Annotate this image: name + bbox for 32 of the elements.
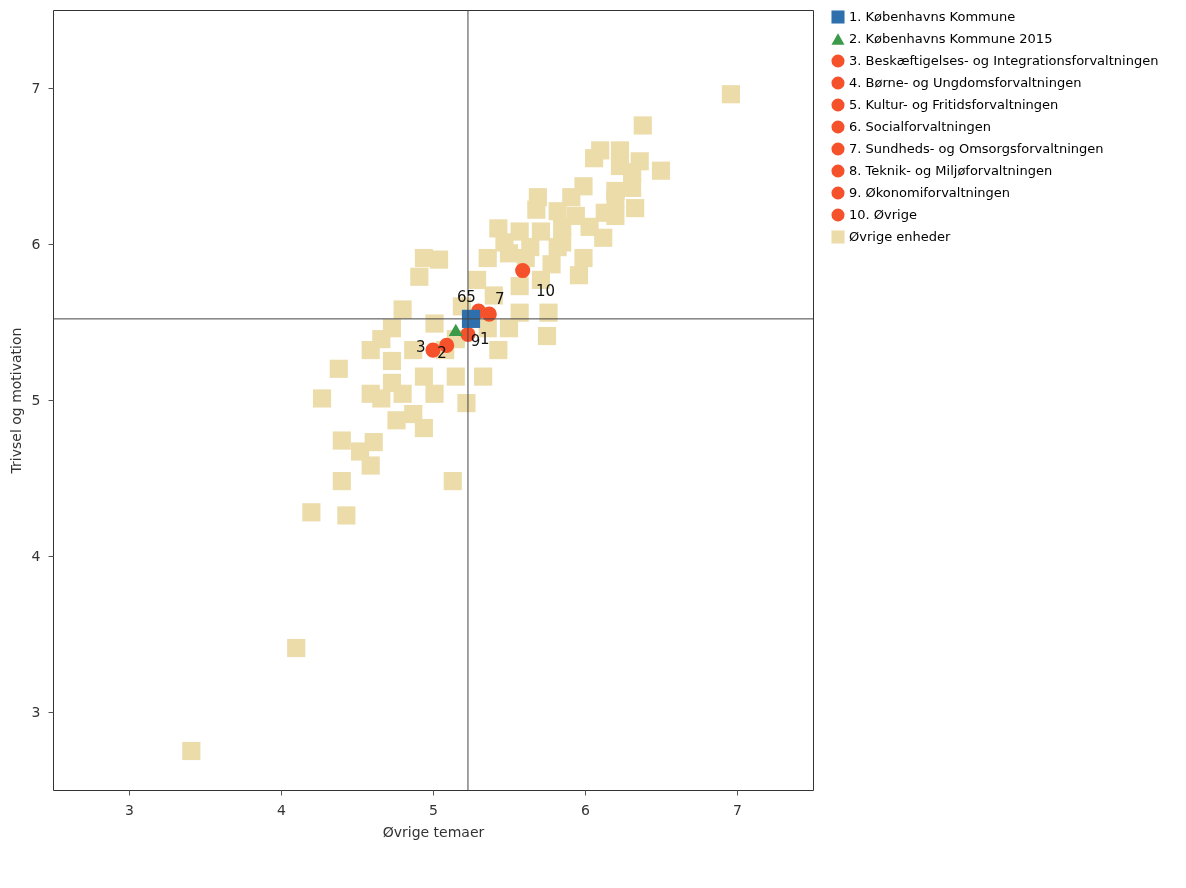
x-tick-label: 7: [733, 801, 742, 818]
x-tick-label: 5: [429, 801, 438, 818]
x-tick-label: 6: [581, 801, 591, 818]
y-tick-label: 7: [31, 79, 41, 96]
legend-label: 7. Sundheds- og Omsorgsforvaltningen: [849, 141, 1104, 156]
legend-label: 9. Økonomiforvaltningen: [849, 185, 1011, 200]
y-tick-label: 4: [31, 547, 41, 564]
legend-label: 4. Børne- og Ungdomsforvaltningen: [849, 75, 1082, 90]
legend-label: 3. Beskæftigelses- og Integrationsforvaltningen: [849, 53, 1159, 68]
annotation: 6: [457, 288, 467, 307]
legend-label: 8. Teknik- og Miljøforvaltningen: [849, 163, 1053, 178]
annotation: 5: [466, 288, 476, 307]
x-axis-title: Øvrige temaer: [382, 823, 485, 840]
x-tick-label: 4: [277, 801, 287, 818]
annotation: 1: [479, 330, 490, 349]
legend-label: 6. Socialforvaltningen: [849, 119, 991, 134]
annotation: 7: [495, 289, 505, 308]
annotation: 3: [416, 337, 426, 356]
annotation: 9: [470, 331, 481, 350]
y-axis-title: Trivsel og motivation: [7, 327, 24, 475]
legend-label: 5. Kultur- og Fritidsforvaltningen: [849, 97, 1059, 112]
point: [448, 323, 463, 336]
annotation: 10: [535, 281, 556, 300]
y-tick-label: 3: [31, 703, 41, 720]
x-tick-label: 3: [125, 801, 134, 818]
point: [515, 262, 531, 279]
legend-label: Øvrige enheder: [849, 229, 951, 244]
legend-label: 1. Københavns Kommune: [849, 9, 1016, 24]
y-tick-label: 6: [31, 235, 41, 252]
legend-label: 2. Københavns Kommune 2015: [849, 31, 1053, 46]
legend-label: 10. Øvrige: [849, 207, 917, 222]
y-tick-label: 5: [31, 391, 41, 408]
